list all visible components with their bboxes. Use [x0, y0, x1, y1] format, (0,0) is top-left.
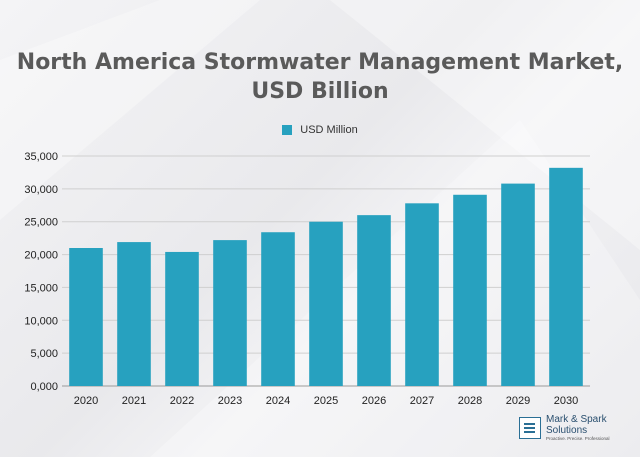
y-tick-label: 0,000	[30, 381, 58, 393]
x-tick-label: 2028	[458, 395, 482, 407]
x-tick-label: 2024	[266, 395, 290, 407]
legend: USD Million	[0, 124, 640, 136]
brand-tagline: Proactive. Precise. Professional	[546, 436, 610, 441]
bar	[405, 203, 439, 386]
x-tick-label: 2021	[122, 395, 146, 407]
bar	[453, 194, 487, 386]
x-tick-label: 2030	[554, 395, 578, 407]
y-tick-label: 35,000	[24, 151, 58, 163]
bar	[165, 251, 199, 386]
chart-title-line-1: North America Stormwater Management Mark…	[16, 50, 624, 75]
bar	[261, 232, 295, 386]
brand-logo: Mark & Spark Solutions Proactive. Precis…	[519, 411, 631, 445]
legend-swatch	[282, 125, 293, 135]
x-tick-label: 2026	[362, 395, 386, 407]
brand-name-line-1: Mark & Spark	[546, 414, 607, 425]
x-tick-label: 2027	[410, 395, 434, 407]
y-tick-label: 15,000	[24, 282, 58, 294]
y-tick-label: 20,000	[24, 250, 58, 262]
x-tick-label: 2025	[314, 395, 338, 407]
bar	[213, 240, 247, 386]
bar	[357, 215, 391, 386]
brand-name-line-2: Solutions	[546, 425, 588, 436]
x-tick-label: 2023	[218, 395, 242, 407]
chart-title-line-2: USD Billion	[251, 79, 389, 104]
bar	[117, 242, 151, 386]
bar	[69, 248, 103, 386]
x-tick-label: 2029	[506, 395, 530, 407]
legend-label: USD Million	[300, 124, 358, 136]
chart-title: North America Stormwater Management Mark…	[0, 48, 640, 106]
bar	[309, 221, 343, 386]
bar	[549, 167, 583, 386]
x-tick-label: 2020	[74, 395, 98, 407]
y-tick-label: 30,000	[24, 184, 58, 196]
bar	[501, 183, 535, 386]
document-icon	[519, 417, 541, 439]
y-tick-label: 25,000	[24, 217, 58, 229]
x-tick-label: 2022	[170, 395, 194, 407]
y-tick-label: 10,000	[24, 315, 58, 327]
y-tick-label: 5,000	[30, 348, 58, 360]
